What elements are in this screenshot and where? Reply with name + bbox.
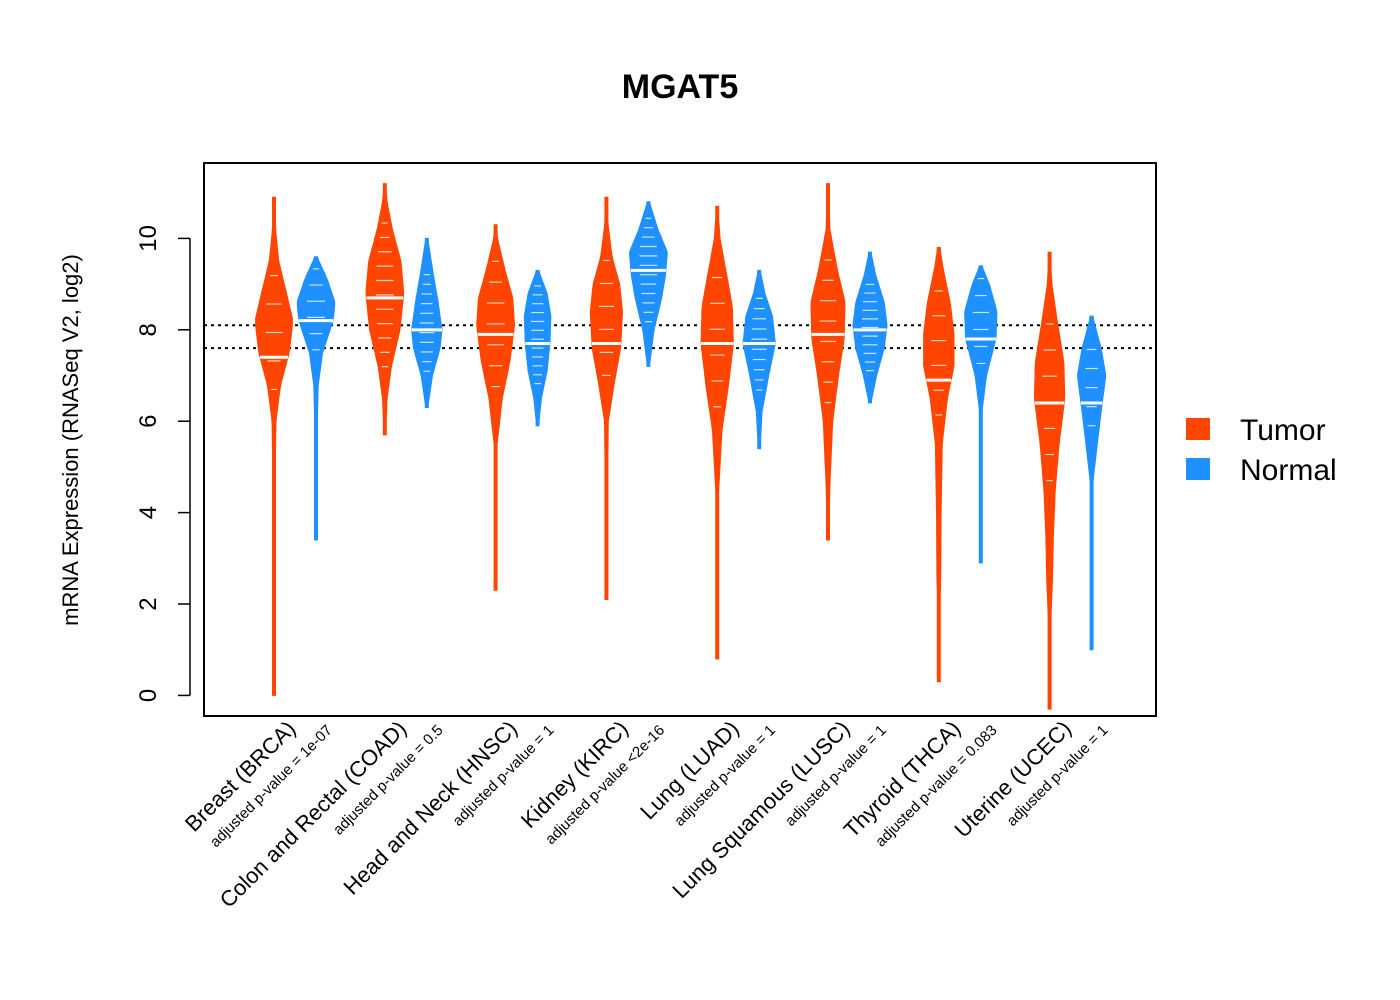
violin-tumor-kidney-kirc-body bbox=[589, 196, 624, 600]
violin-normal-head-and-neck-hnsc bbox=[523, 269, 552, 427]
violin-normal-lung-squamous-lusc bbox=[852, 251, 888, 404]
violin-normal-uterine-ucec-body bbox=[1077, 315, 1106, 651]
y-tick-label-1: 2 bbox=[135, 597, 162, 610]
reference-lines bbox=[204, 324, 1156, 350]
violin-tumor-kidney-kirc bbox=[589, 196, 624, 600]
violin-normal-uterine-ucec bbox=[1077, 315, 1106, 651]
y-axis-label: mRNA Expression (RNASeq V2, log2) bbox=[58, 254, 83, 626]
legend-label-tumor: Tumor bbox=[1240, 414, 1326, 447]
y-axis: 0 2 4 6 8 10 bbox=[135, 225, 191, 702]
x-axis: Breast (BRCA)adjusted p-value = 1e-07Col… bbox=[180, 716, 1111, 913]
violin-tumor-lung-squamous-lusc bbox=[810, 183, 846, 541]
violin-tumor-thyroid-thca bbox=[923, 247, 955, 683]
legend-swatch-normal bbox=[1186, 458, 1210, 480]
violin-normal-breast-brca-body bbox=[296, 256, 336, 541]
y-tick-label-5: 10 bbox=[135, 225, 162, 252]
violin-tumor-colon-and-rectal-coad bbox=[365, 183, 405, 436]
violin-tumor-lung-luad bbox=[700, 205, 734, 660]
violins bbox=[255, 183, 1106, 710]
chart-title: MGAT5 bbox=[622, 68, 738, 106]
y-tick-label-0: 0 bbox=[135, 689, 162, 702]
violin-normal-colon-and-rectal-coad bbox=[411, 237, 443, 408]
violin-tumor-thyroid-thca-body bbox=[923, 247, 955, 683]
y-tick-label-2: 4 bbox=[135, 506, 162, 519]
violin-normal-lung-luad bbox=[742, 269, 776, 450]
violin-tumor-head-and-neck-hnsc bbox=[476, 224, 516, 591]
violin-tumor-breast-brca-body bbox=[255, 196, 293, 696]
y-tick-label-3: 6 bbox=[135, 415, 162, 428]
violin-tumor-uterine-ucec bbox=[1033, 251, 1066, 710]
violin-normal-breast-brca bbox=[296, 256, 336, 541]
violin-tumor-head-and-neck-hnsc-body bbox=[476, 224, 516, 591]
violin-tumor-breast-brca bbox=[255, 196, 293, 696]
violin-tumor-lung-luad-body bbox=[700, 205, 734, 660]
plot-frame bbox=[203, 162, 1157, 717]
legend-label-normal: Normal bbox=[1240, 454, 1337, 487]
violin-normal-thyroid-thca-body bbox=[964, 265, 998, 564]
y-tick-label-4: 8 bbox=[135, 323, 162, 336]
violin-normal-kidney-kirc bbox=[628, 201, 668, 367]
legend-swatch-tumor bbox=[1186, 418, 1210, 440]
legend: Tumor Normal bbox=[1186, 414, 1337, 487]
violin-normal-thyroid-thca bbox=[964, 265, 998, 564]
